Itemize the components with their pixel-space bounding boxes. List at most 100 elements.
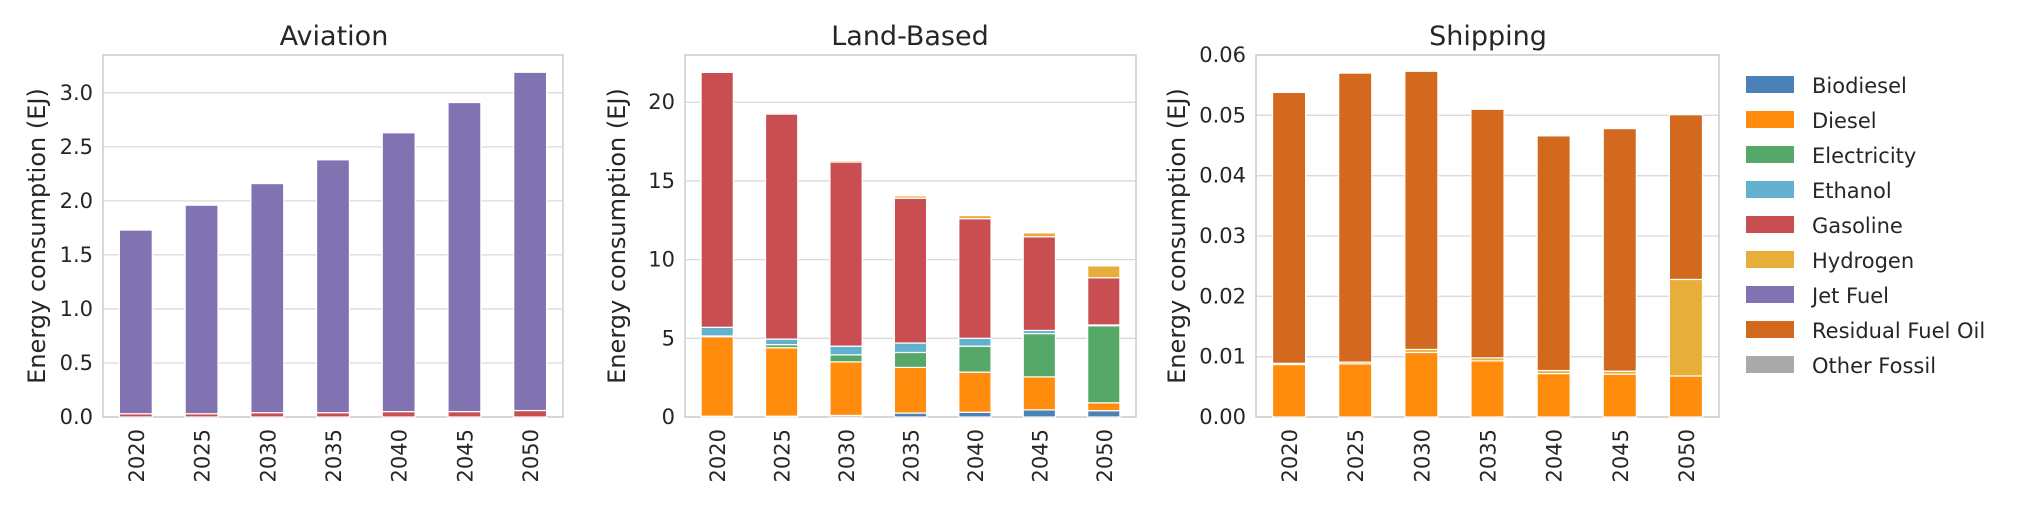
x-tick-label: 2035 (900, 429, 924, 482)
legend-swatch (1746, 321, 1794, 338)
legend-swatch (1746, 216, 1794, 233)
legend-swatch (1746, 251, 1794, 268)
x-tick-label: 2035 (1477, 429, 1501, 482)
bar-biodiesel-2050 (1087, 410, 1121, 418)
bar-gasoline-2040 (381, 410, 416, 418)
bar-biodiesel-2040 (958, 411, 992, 418)
x-tick-label: 2040 (388, 429, 412, 482)
y-tick-label: 10 (648, 248, 675, 272)
x-tick-label: 2025 (771, 429, 795, 482)
bar-gasoline-2035 (893, 197, 928, 344)
bar-ethanol-2035 (893, 342, 928, 354)
bar-gasoline-2045 (1022, 236, 1057, 332)
legend-swatch (1746, 146, 1794, 163)
legend: Biodiesel Diesel Electricity Ethanol Gas… (1746, 74, 1985, 378)
bar-residual-fuel-oil-2025 (1338, 72, 1373, 363)
bar-jet-fuel-2025 (184, 204, 219, 415)
x-tick-label: 2025 (191, 429, 215, 482)
bar-gasoline-2025 (764, 113, 799, 340)
bar-gasoline-2050 (513, 409, 548, 418)
x-tick-label: 2035 (322, 429, 346, 482)
bar-hydrogen-2025 (764, 112, 799, 115)
bar-biodiesel-2045 (1022, 409, 1057, 418)
panel-shipping: Shipping Energy consumption (EJ) 0.00 0.0… (1163, 21, 1720, 482)
legend-item-gasoline: Gasoline (1746, 214, 1903, 238)
legend-label: Ethanol (1812, 179, 1892, 203)
bar-diesel-2035 (893, 366, 928, 414)
bar-hydrogen-2030 (829, 159, 863, 163)
bar-residual-fuel-oil-2050 (1668, 114, 1704, 281)
bar-residual-fuel-oil-2020 (1271, 91, 1307, 364)
legend-swatch (1746, 76, 1794, 93)
panel-aviation: Aviation Energy consumption (EJ) 0.0 0.5 1… (23, 21, 564, 482)
legend-label: Other Fossil (1812, 354, 1936, 378)
x-tick-label: 2030 (1410, 429, 1434, 482)
bar-diesel-2050 (1668, 375, 1704, 418)
bar-gasoline-2035 (315, 412, 351, 418)
legend-item-ethanol: Ethanol (1746, 179, 1892, 203)
bar-electricity-2035 (893, 351, 928, 369)
bar-ethanol-2040 (958, 337, 992, 347)
bar-diesel-2030 (1404, 351, 1439, 418)
x-tick-label: 2040 (1543, 429, 1567, 482)
y-tick-label: 1.5 (60, 243, 93, 267)
y-tick-label: 5 (662, 326, 675, 350)
bar-diesel-2025 (764, 347, 799, 417)
bar-residual-fuel-oil-2040 (1536, 135, 1571, 372)
legend-item-residual-fuel-oil: Residual Fuel Oil (1746, 319, 1985, 343)
panel-title: Land-Based (831, 21, 989, 52)
x-tick-label: 2050 (519, 429, 543, 482)
bar-residual-fuel-oil-2045 (1602, 128, 1637, 372)
y-tick-label: 3.0 (60, 81, 93, 105)
bar-gasoline-2040 (958, 218, 992, 339)
y-tick-label: 0 (662, 405, 675, 429)
bar-ethanol-2025 (764, 338, 799, 346)
bar-diesel-2045 (1602, 373, 1637, 418)
legend-item-biodiesel: Biodiesel (1746, 74, 1907, 98)
x-tick-label: 2020 (125, 429, 149, 482)
x-tick-label: 2020 (706, 429, 730, 482)
bar-residual-fuel-oil-2030 (1404, 70, 1439, 351)
x-tick-label: 2045 (1028, 429, 1052, 482)
bar-diesel-2050 (1087, 402, 1121, 412)
legend-label: Jet Fuel (1810, 284, 1889, 308)
bar-diesel-2040 (958, 371, 992, 413)
y-tick-label: 20 (648, 90, 675, 114)
bar-diesel-2020 (700, 336, 734, 417)
bar-jet-fuel-2030 (250, 182, 285, 414)
y-axis-label: Energy consumption (EJ) (603, 88, 631, 384)
y-axis-label: Energy consumption (EJ) (23, 88, 51, 384)
bar-gasoline-2045 (447, 410, 482, 418)
bar-diesel-2045 (1022, 376, 1057, 411)
bar-hydrogen-2045 (1022, 232, 1057, 238)
legend-item-electricity: Electricity (1746, 144, 1916, 168)
bar-residual-fuel-oil-2035 (1470, 108, 1505, 359)
bar-jet-fuel-2050 (513, 71, 548, 412)
bar-hydrogen-2050 (1668, 278, 1704, 377)
legend-swatch (1746, 356, 1794, 373)
x-tick-label: 2040 (964, 429, 988, 482)
bar-diesel-2035 (1470, 360, 1505, 418)
bar-gasoline-2020 (700, 71, 734, 328)
legend-label: Biodiesel (1812, 74, 1907, 98)
legend-item-hydrogen: Hydrogen (1746, 249, 1914, 273)
y-tick-label: 2.5 (60, 135, 93, 159)
bar-hydrogen-2050 (1087, 265, 1121, 279)
y-tick-label: 0.06 (1199, 43, 1246, 67)
y-tick-label: 0.0 (60, 405, 93, 429)
legend-label: Diesel (1812, 109, 1877, 133)
bar-hydrogen-2040 (958, 214, 992, 220)
bar-electricity-2030 (829, 354, 863, 363)
bar-jet-fuel-2045 (447, 101, 482, 413)
bar-jet-fuel-2020 (118, 229, 153, 415)
y-tick-label: 15 (648, 169, 675, 193)
x-tick-label: 2030 (835, 429, 859, 482)
x-tick-label: 2050 (1675, 429, 1699, 482)
legend-swatch (1746, 286, 1794, 303)
bar-jet-fuel-2035 (315, 159, 351, 414)
legend-item-jet-fuel: Jet Fuel (1746, 284, 1889, 308)
panel-title: Aviation (280, 21, 389, 52)
y-tick-label: 0.5 (60, 351, 93, 375)
bar-ethanol-2020 (700, 326, 734, 337)
y-tick-label: 2.0 (60, 189, 93, 213)
